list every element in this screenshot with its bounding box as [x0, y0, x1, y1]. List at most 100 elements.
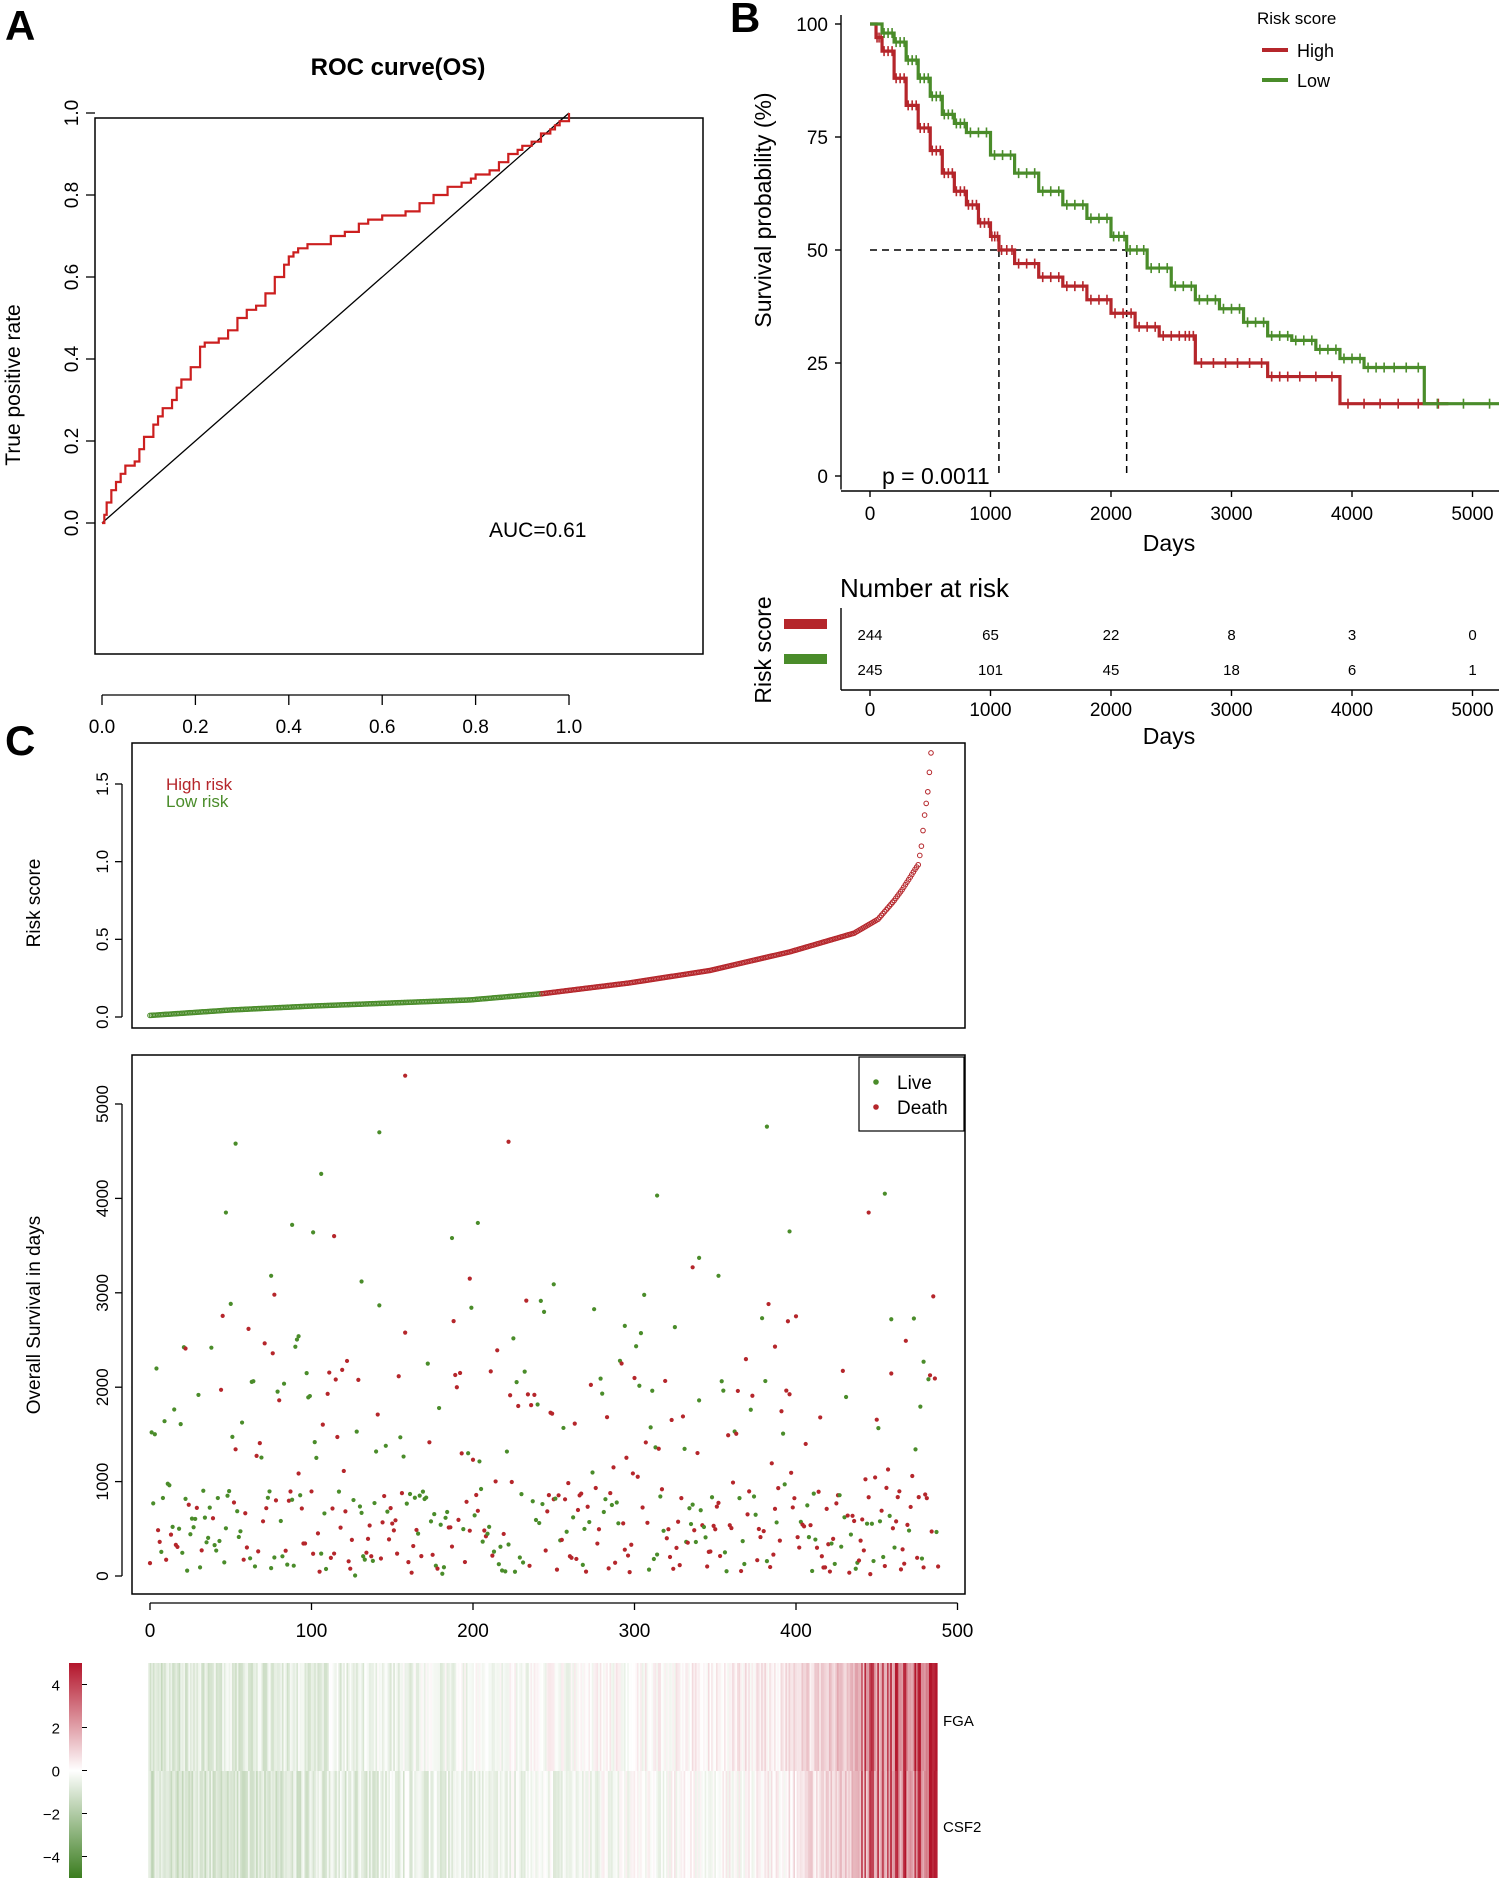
- heatmap-cell-csf2: [359, 1771, 362, 1878]
- survival-point: [520, 1560, 526, 1565]
- heatmap-cell-fga: [149, 1663, 152, 1771]
- heatmap-cell-fga: [502, 1663, 506, 1771]
- survival-point: [466, 1451, 471, 1456]
- survival-point: [860, 1517, 865, 1522]
- survival-point: [877, 1519, 883, 1524]
- survival-point: [611, 1465, 616, 1470]
- heatmap-cell-csf2: [920, 1771, 924, 1878]
- km-x-tick-label: 3000: [1210, 504, 1252, 525]
- heatmap-cell-csf2: [472, 1771, 475, 1878]
- heatmap-cell-fga: [541, 1663, 544, 1771]
- survival-point: [764, 1124, 770, 1129]
- heatmap-cell-csf2: [722, 1771, 725, 1878]
- heatmap-cell-fga: [732, 1663, 735, 1771]
- roc-x-tick-label: 0.4: [276, 717, 303, 738]
- heatmap-cell-fga: [515, 1663, 519, 1771]
- survival-point: [616, 1521, 621, 1526]
- heatmap-cell-fga: [299, 1663, 302, 1771]
- heatmap-cell-csf2: [414, 1771, 417, 1878]
- heatmap-cell-fga: [327, 1663, 330, 1771]
- risk-point: [921, 812, 928, 818]
- survival-point: [377, 1303, 382, 1308]
- survival-point: [207, 1505, 212, 1510]
- heatmap-cell-fga: [354, 1663, 357, 1771]
- survival-point: [267, 1489, 272, 1494]
- heatmap-cell-fga: [506, 1663, 509, 1771]
- survival-point: [290, 1222, 295, 1227]
- heatmap-cell-csf2: [725, 1771, 728, 1878]
- survival-point: [530, 1499, 535, 1504]
- heatmap-cell-csf2: [714, 1771, 717, 1878]
- risk-table-x-tick-label: 0: [865, 700, 876, 721]
- survival-point: [763, 1378, 768, 1384]
- heatmap-cell-fga: [456, 1663, 459, 1771]
- survival-point: [302, 1541, 308, 1546]
- survival-point: [658, 1494, 663, 1499]
- survival-point: [225, 1493, 230, 1498]
- heatmap-cell-csf2: [256, 1771, 259, 1878]
- survival-point: [646, 1567, 652, 1572]
- heatmap-cell-fga: [875, 1663, 878, 1771]
- heatmap-cell-csf2: [523, 1771, 527, 1878]
- heatmap-cell-fga: [746, 1663, 749, 1771]
- heatmap-cell-fga: [369, 1663, 372, 1771]
- heatmap-cell-fga: [744, 1663, 748, 1771]
- heatmap-cell-fga: [293, 1663, 296, 1771]
- heatmap-cell-fga: [315, 1663, 319, 1771]
- heatmap-cell-csf2: [243, 1771, 246, 1878]
- heatmap-cell-csf2: [512, 1771, 515, 1878]
- survival-point: [887, 1513, 892, 1518]
- heatmap-cell-csf2: [475, 1771, 478, 1878]
- survival-point: [645, 1520, 650, 1525]
- heatmap-cell-csf2: [452, 1771, 456, 1878]
- heatmap-cell-fga: [733, 1663, 736, 1771]
- survival-point: [745, 1512, 750, 1517]
- heatmap-cell-csf2: [774, 1771, 777, 1878]
- survival-point: [816, 1489, 821, 1494]
- heatmap-cell-csf2: [440, 1771, 443, 1878]
- survival-point: [642, 1292, 647, 1297]
- heatmap-cell-fga: [433, 1663, 436, 1771]
- heatmap-cell-fga: [323, 1663, 327, 1771]
- survival-point: [241, 1557, 246, 1562]
- heatmap-cell-csf2: [272, 1771, 275, 1878]
- heatmap-cell-csf2: [846, 1771, 849, 1878]
- heatmap-cell-fga: [160, 1663, 164, 1771]
- heatmap-cell-fga: [399, 1663, 402, 1771]
- survival-point: [895, 1494, 900, 1500]
- heatmap-cell-fga: [319, 1663, 322, 1771]
- heatmap-cell-csf2: [251, 1771, 254, 1878]
- heatmap-cell-fga: [793, 1663, 796, 1771]
- heatmap-cell-csf2: [501, 1771, 504, 1878]
- survival-point: [246, 1326, 251, 1331]
- heatmap-cell-fga: [193, 1663, 196, 1771]
- risk-table-cell: 18: [1223, 662, 1240, 679]
- risk-table: Number at risk Risk score Days 244 65 22 8 3…: [750, 573, 1499, 749]
- heatmap-cell-csf2: [636, 1771, 640, 1878]
- heatmap-cell-fga: [370, 1663, 373, 1771]
- heatmap-cell-csf2: [444, 1771, 448, 1878]
- survival-point: [874, 1417, 879, 1422]
- heatmap-cell-fga: [836, 1663, 840, 1771]
- heatmap-cell-csf2: [399, 1771, 402, 1878]
- heatmap-cell-csf2: [309, 1771, 312, 1878]
- heatmap-cell-csf2: [845, 1771, 848, 1878]
- heatmap-cell-csf2: [427, 1771, 430, 1878]
- survival-point: [718, 1553, 723, 1559]
- heatmap-cell-fga: [567, 1663, 570, 1771]
- heatmap-cell-csf2: [291, 1771, 294, 1878]
- survival-point: [451, 1319, 456, 1324]
- heatmap-cell-csf2: [596, 1771, 599, 1878]
- heatmap-cell-csf2: [502, 1771, 506, 1878]
- heatmap-cell-csf2: [270, 1771, 273, 1878]
- roc-y-tick-label: 0.4: [62, 345, 83, 372]
- heatmap-cell-csf2: [795, 1771, 798, 1878]
- km-y-tick-label: 50: [807, 241, 828, 262]
- heatmap-cell-fga: [398, 1663, 401, 1771]
- heatmap-cell-csf2: [817, 1771, 820, 1878]
- survival-point: [272, 1292, 277, 1297]
- heatmap-cell-fga: [607, 1663, 611, 1771]
- heatmap-cell-fga: [248, 1663, 251, 1771]
- heatmap-cell-fga: [593, 1663, 596, 1771]
- survival-point: [894, 1519, 899, 1524]
